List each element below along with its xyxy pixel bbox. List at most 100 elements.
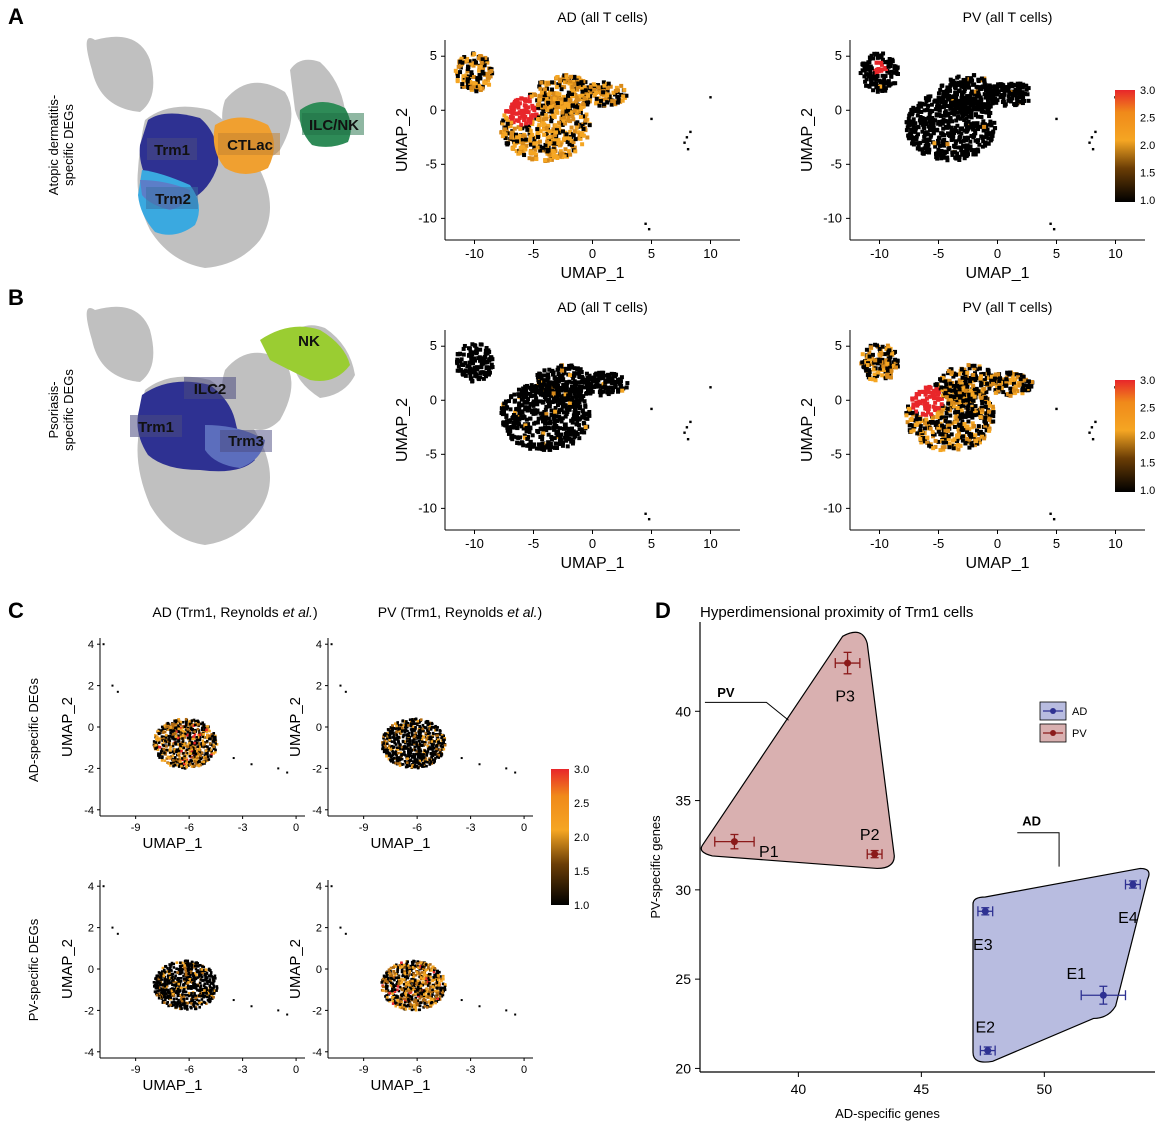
ad-hull-leader xyxy=(1017,832,1060,867)
c-y-tick: 4 xyxy=(316,881,322,893)
umap-y-tick: 5 xyxy=(430,48,437,63)
umap-y-tick: -10 xyxy=(823,500,842,515)
cluster-label-ilc2-b: ILC2 xyxy=(194,381,227,398)
umap-title-a-ad: AD (all T cells) xyxy=(557,9,648,25)
umap-y-tick: -10 xyxy=(418,500,437,515)
umap-cluster-b xyxy=(86,306,355,545)
cluster-label-trm2-a: Trm2 xyxy=(155,191,191,208)
umap-y-tick: -5 xyxy=(830,156,842,171)
c-x-label: UMAP_1 xyxy=(370,835,430,852)
c-y-tick: 4 xyxy=(88,639,94,651)
c-x-label: UMAP_1 xyxy=(142,835,202,852)
umap-x-label: UMAP_1 xyxy=(965,555,1029,572)
point-label: E3 xyxy=(973,937,993,954)
umap-y-label: UMAP_2 xyxy=(394,108,411,172)
c-plot-ad-ad: -9 -6 -3 0 4 2 0 -2 -4 UMAP_1 UMAP_2 xyxy=(59,638,305,852)
umap-x-tick: -5 xyxy=(528,246,540,261)
c-x-tick: -3 xyxy=(238,822,248,834)
point-marker xyxy=(981,907,989,915)
point-e4: E4 xyxy=(1118,879,1141,927)
point-marker xyxy=(984,1047,992,1055)
colorbar-c-tick: 1.0 xyxy=(574,900,589,912)
umap-x-tick: -10 xyxy=(870,246,889,261)
c-y-tick: -4 xyxy=(84,805,94,817)
cluster-label-ctlac-a: CTLac xyxy=(227,137,273,154)
c-y-label: UMAP_2 xyxy=(59,697,76,757)
colorbar-tick: 1.0 xyxy=(1140,485,1155,497)
umap-x-tick: -10 xyxy=(465,536,484,551)
c-plot-pv-ad: -9 -6 -3 0 4 2 0 -2 -4 UMAP_1 UMAP_2 xyxy=(287,638,533,852)
umap-title-b-ad: AD (all T cells) xyxy=(557,299,648,315)
c-y-tick: -2 xyxy=(84,1005,94,1017)
umap-panel-a-ad: AD (all T cells) -10 -5 0 5 10 5 0 -5 -10 UMAP_1 UM… xyxy=(394,9,740,282)
umap-x-tick: 0 xyxy=(589,536,596,551)
umap-y-tick: -10 xyxy=(823,210,842,225)
umap-x-label: UMAP_1 xyxy=(560,265,624,282)
umap-x-tick: -10 xyxy=(465,246,484,261)
c-y-tick: 4 xyxy=(88,881,94,893)
d-x-label: AD-specific genes xyxy=(835,1106,940,1121)
legend-entry: PV xyxy=(1072,728,1087,740)
cluster-label-trm1-b: Trm1 xyxy=(138,419,174,436)
c-x-tick: -9 xyxy=(359,822,369,834)
c-y-tick: -2 xyxy=(312,1005,322,1017)
legend-entry: AD xyxy=(1072,706,1087,718)
d-x-tick: 50 xyxy=(1037,1081,1053,1097)
c-x-tick: -6 xyxy=(412,822,422,834)
umap-y-tick: -5 xyxy=(425,156,437,171)
point-p1: P1 xyxy=(714,833,779,861)
c-x-label: UMAP_1 xyxy=(370,1077,430,1094)
umap-x-tick: -5 xyxy=(933,246,945,261)
point-marker xyxy=(1129,881,1137,888)
point-label: P2 xyxy=(860,827,880,844)
c-x-tick: -6 xyxy=(184,822,194,834)
c-x-tick: -3 xyxy=(466,822,476,834)
umap-x-tick: 0 xyxy=(589,246,596,261)
c-x-tick: -9 xyxy=(131,822,141,834)
umap-y-tick: 5 xyxy=(430,338,437,353)
colorbar-tick: 1.5 xyxy=(1140,458,1155,470)
colorbar-c-tick: 3.0 xyxy=(574,764,589,776)
umap-y-tick: 0 xyxy=(430,392,437,407)
umap-x-tick: -5 xyxy=(528,536,540,551)
point-e3: E3 xyxy=(973,906,994,954)
umap-x-tick: 0 xyxy=(994,246,1001,261)
umap-x-tick: -10 xyxy=(870,536,889,551)
c-y-tick: 2 xyxy=(316,681,322,693)
d-y-tick: 25 xyxy=(675,971,691,987)
c-y-label: UMAP_2 xyxy=(287,939,304,999)
colorbar-tick: 3.0 xyxy=(1140,85,1155,97)
c-y-tick: 4 xyxy=(316,639,322,651)
c-x-tick: 0 xyxy=(521,822,527,834)
umap-x-tick: 10 xyxy=(703,536,717,551)
umap-y-tick: 0 xyxy=(835,102,842,117)
panel-letter-d: D xyxy=(655,598,671,623)
c-plot-pv-pv: -9 -6 -3 0 4 2 0 -2 -4 UMAP_1 UMAP_2 xyxy=(287,880,533,1094)
colorbar-c-tick: 1.5 xyxy=(574,866,589,878)
c-y-tick: -2 xyxy=(312,763,322,775)
c-y-tick: 0 xyxy=(88,722,94,734)
d-legend: AD PV xyxy=(1039,701,1087,743)
point-label: E2 xyxy=(976,1020,996,1037)
c-col-title-pv: PV (Trm1, Reynolds et al.) xyxy=(378,604,542,620)
d-x-tick: 45 xyxy=(914,1081,930,1097)
c-y-tick: 2 xyxy=(88,681,94,693)
point-e2: E2 xyxy=(976,1020,996,1056)
c-x-label: UMAP_1 xyxy=(142,1077,202,1094)
c-y-tick: -4 xyxy=(312,805,322,817)
panel-letter-a: A xyxy=(8,4,24,29)
umap-x-tick: 5 xyxy=(1053,536,1060,551)
umap-y-label: UMAP_2 xyxy=(394,398,411,462)
umap-x-tick: 5 xyxy=(648,246,655,261)
row-label-b-line1: Psoriasis- xyxy=(46,381,61,438)
d-y-tick: 20 xyxy=(675,1060,691,1076)
d-title: Hyperdimensional proximity of Trm1 cells xyxy=(700,604,973,621)
c-x-tick: -9 xyxy=(359,1064,369,1076)
point-marker xyxy=(871,850,879,858)
colorbar-tick: 1.0 xyxy=(1140,195,1155,207)
cluster-label-trm3-b: Trm3 xyxy=(228,433,264,450)
ad-hull-label: AD xyxy=(1022,814,1041,829)
colorbar-tick: 2.0 xyxy=(1140,140,1155,152)
umap-y-tick: -5 xyxy=(425,446,437,461)
d-y-label: PV-specific genes xyxy=(648,815,663,919)
